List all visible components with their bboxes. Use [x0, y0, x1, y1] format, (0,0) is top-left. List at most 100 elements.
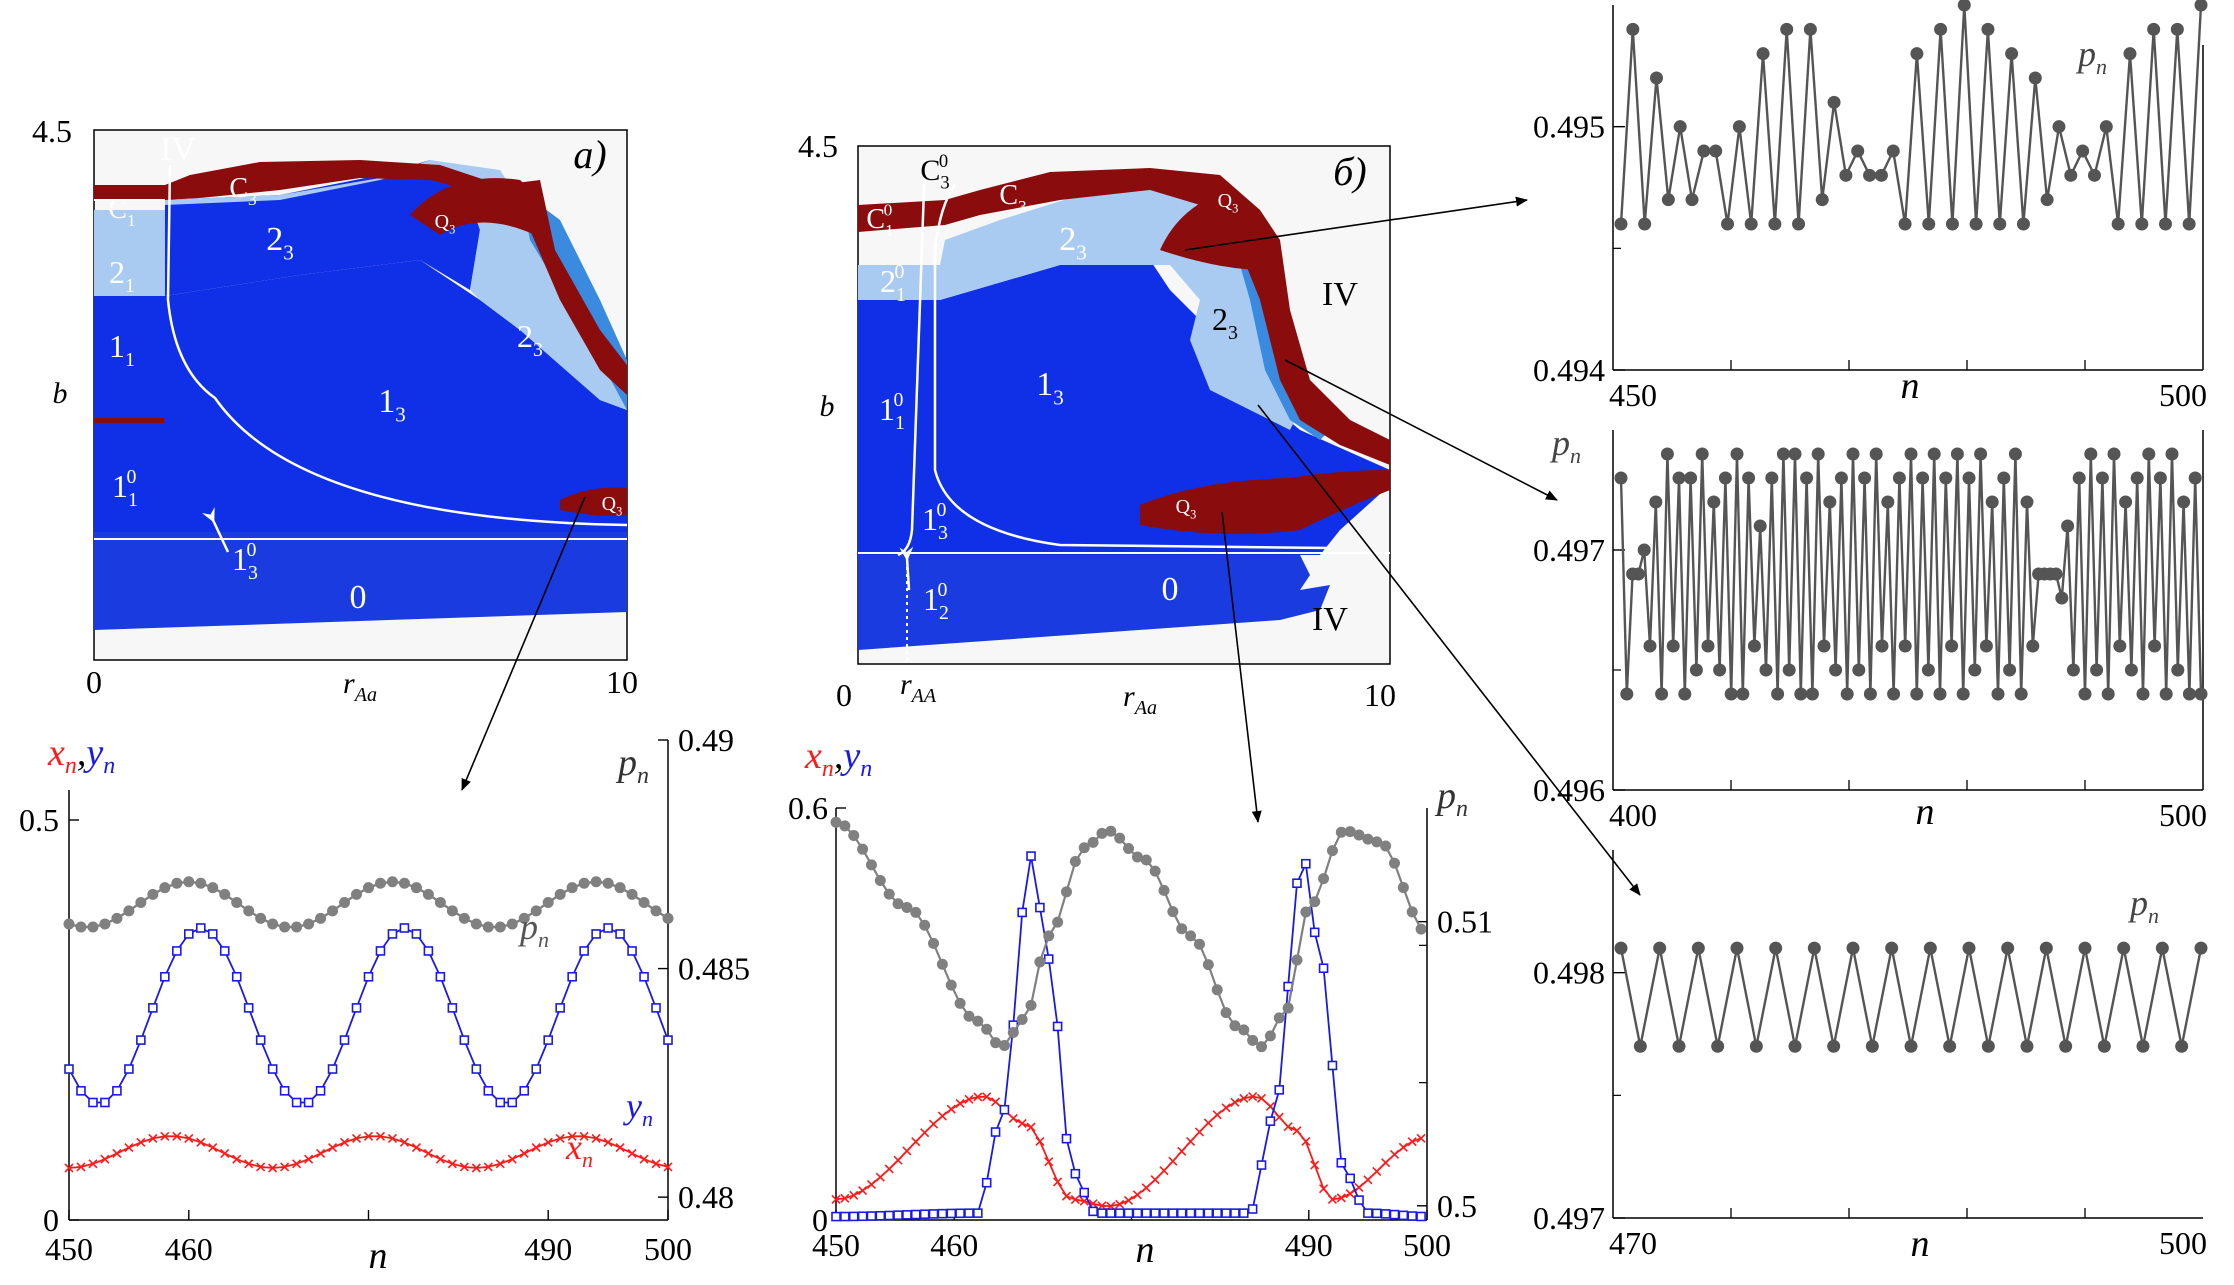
pn-mid-series-point [1939, 471, 1953, 485]
ts-b-series-x_n-point [1115, 1199, 1125, 1209]
map-a-chaos-q3-low [560, 487, 627, 516]
ts-b-series-p_n-point [919, 919, 931, 931]
ts-b-series-x_n-point [1194, 1127, 1205, 1137]
ts-b-series-x_n-point [1372, 1166, 1382, 1176]
pn-bot-series-point [1885, 941, 1899, 955]
map-a-y-max: 4.5 [32, 113, 72, 149]
ts-a-series-y_n-point [243, 1003, 254, 1013]
ts-a-series-p_n-point [339, 896, 351, 908]
ts-b-series-p_n-point [1185, 930, 1197, 942]
pn-mid-series-point [1834, 471, 1848, 485]
pn-top-series-point [1744, 217, 1758, 231]
ts-b-series-x_n-point [1398, 1142, 1408, 1152]
ts-a-series-y_n-point [339, 1035, 350, 1045]
pn-bot-series-point [2136, 1039, 2150, 1053]
pn-mid-series-point [1771, 687, 1785, 701]
pn-top-series-point [1981, 22, 1995, 36]
ts-b-series-x_n-point [1310, 1160, 1320, 1170]
map-a-region-0 [94, 532, 627, 630]
pn-mid-xtick-label: 400 [1609, 797, 1657, 833]
pn-top-series-point [1780, 22, 1794, 36]
map-a-xlabel: rAa [343, 667, 377, 706]
ts-a-series-p_n-point [303, 918, 315, 930]
ts-a-series-p_n-point [183, 876, 195, 888]
ts-b-series-p_n-point [1247, 1034, 1259, 1046]
ts-b-series-x_n-point [1301, 1136, 1311, 1147]
ts-b-series-p_n-point [936, 958, 948, 970]
ts-a-series-p_n-point [590, 876, 602, 888]
pn-mid-series-point [2159, 687, 2173, 701]
ts-b-series-p_n-point [1105, 825, 1117, 837]
pn-top-series-point [1650, 71, 1664, 85]
pn-top-series-point [1874, 168, 1888, 182]
ts-b-series-x_n-point [858, 1186, 868, 1196]
ts-a-series-y_n-point [555, 1003, 565, 1013]
pn-mid-series-point [1956, 687, 1970, 701]
ts-b-series-p_n-point [998, 1039, 1010, 1051]
pn-top-series-point [2099, 120, 2113, 134]
ts-b-series-x_n-point [964, 1094, 974, 1104]
ts-a-series-y_n-point [519, 1086, 530, 1096]
pn-top-xtick-label: 500 [2159, 377, 2207, 413]
pn-top-label: pn [2075, 34, 2107, 79]
ts-b-series-x_n-point [831, 1194, 841, 1204]
ts-a-series-x_n-point [256, 1162, 266, 1172]
pn-bot-series-point [1730, 941, 1744, 955]
ts-a-series-x_n-point [339, 1137, 350, 1147]
ts-a-series-x_n-point [411, 1143, 421, 1153]
pn-top-series-point [1721, 217, 1735, 231]
ts-b-series-p_n-point [1193, 938, 1205, 950]
pn-mid-series-point [1846, 447, 1860, 461]
ts-a-series-x_n-point [124, 1143, 134, 1153]
ts-b-series-p_n-point [865, 859, 877, 871]
pn-top-series-point [1638, 217, 1652, 231]
pn-top-series-point [1934, 22, 1948, 36]
pn-top-xlabel: n [1901, 365, 1920, 407]
pn-bot-series-point [2039, 941, 2053, 955]
pn-bot-xtick-label: 500 [2159, 1225, 2207, 1261]
map-a-region-21 [94, 210, 165, 296]
pn-mid-series-point [2072, 471, 2086, 485]
pn-top-series-point [2005, 47, 2019, 61]
pn-top-series-point [2076, 144, 2090, 158]
map-b-region-label: C10 [866, 201, 893, 240]
pn-mid-series-point [1933, 687, 1947, 701]
ts-a-series-y_n-point [291, 1097, 302, 1108]
ts-b-xtick-label: 500 [1403, 1227, 1451, 1263]
ts-b-series-y_n-point [1292, 878, 1302, 889]
ts-b: 450 460 490 500 0 0.6 0.5 0.51 xn,yn pn n [788, 735, 1493, 1271]
ts-b-series-y_n-point [1256, 1160, 1267, 1170]
ts-b-series-y_n-point [1123, 1208, 1134, 1218]
ts-b-series-y_n-point [884, 1210, 894, 1221]
pn-bot-ytick-label: 0.498 [1533, 955, 1605, 991]
ts-a-series-p_n-point [470, 918, 482, 930]
ts-b-series-p_n-point [1397, 882, 1409, 894]
ts-b-series-x_n-point [937, 1111, 947, 1121]
ts-b-series-y_n-point [1194, 1208, 1205, 1218]
ts-b-series-y_n-point [840, 1211, 850, 1222]
ts-b-xtick-label: 460 [930, 1227, 978, 1263]
ts-a-series-p_n-point [434, 896, 446, 908]
ts-b-series-y_n-point [1141, 1208, 1152, 1218]
ts-b-series-x_n-point [1327, 1194, 1338, 1204]
ts-b-series-p_n-point [1025, 999, 1037, 1011]
ts-b-series-p_n-point [1344, 826, 1356, 838]
map-b-pointer-12 [899, 546, 914, 591]
ts-a-right-label: pn [615, 742, 649, 789]
ts-a-series-x_n-point [495, 1159, 505, 1169]
pn-mid-series-point [2078, 687, 2092, 701]
ts-b-series-x_n-point [1132, 1190, 1142, 1200]
ts-a-series-p_n-point [530, 905, 542, 917]
ts-a-series-p_n-point [650, 905, 662, 917]
ts-b-series-x_n-point [902, 1146, 912, 1156]
ts-a-series-x_n-point [555, 1133, 565, 1143]
ts-a-series-y_n-point [615, 929, 625, 939]
ts-b-series-x_n-point [1177, 1146, 1187, 1156]
pn-mid-ytick-label: 0.496 [1533, 772, 1605, 808]
ts-b-series-x_n-point [1026, 1122, 1036, 1132]
pn-top-xtick-label: 450 [1609, 377, 1657, 413]
pn-bot-series-point [2097, 1039, 2111, 1053]
ts-b-series-p_n-point [1371, 836, 1383, 848]
ts-a-series-y_n-point [136, 1035, 146, 1045]
ts-b-series-p_n-point [892, 898, 904, 910]
